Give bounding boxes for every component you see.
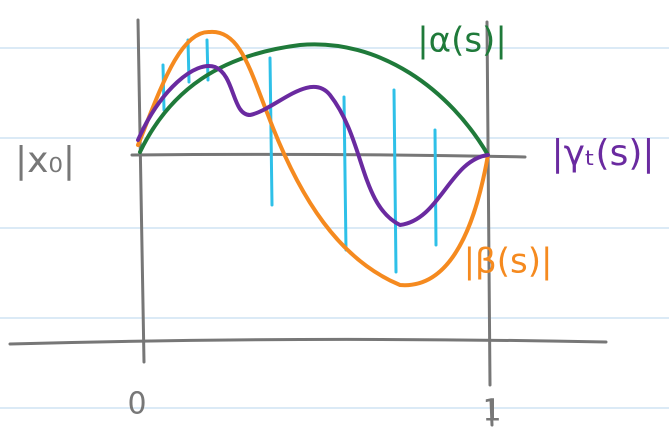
hatch xyxy=(394,90,396,272)
hatching xyxy=(163,40,436,272)
alpha-label: |α(s)| xyxy=(417,21,507,61)
hatch xyxy=(270,58,272,205)
axes xyxy=(10,20,606,425)
hatch xyxy=(435,130,436,245)
sketch: |x₀| |α(s)| |γₜ(s)| |β(s)| 0 1 xyxy=(0,0,669,430)
x0-label: |x₀| xyxy=(15,140,75,181)
left-axis xyxy=(138,20,144,362)
one-label: 1 xyxy=(482,394,501,429)
right-axis xyxy=(487,22,490,385)
middle-axis xyxy=(132,154,525,157)
beta-label: |β(s)| xyxy=(464,242,553,282)
bottom-axis xyxy=(10,339,606,344)
gamma-label: |γₜ(s)| xyxy=(551,133,654,174)
zero-label: 0 xyxy=(127,387,146,422)
